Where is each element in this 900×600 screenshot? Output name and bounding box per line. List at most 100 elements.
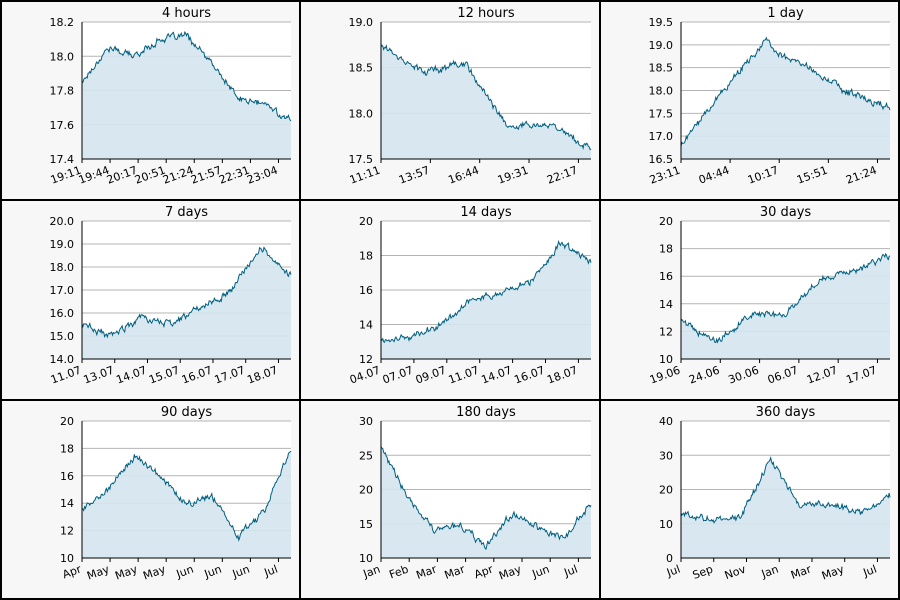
series-line [380,446,592,551]
y-tick-label: 20.0 [50,215,75,228]
series-area [381,45,591,159]
y-tick-label: 17.0 [649,130,674,143]
y-tick-label: 19.5 [649,16,674,29]
y-tick-label: 30 [359,415,373,428]
chart-14d: 14 days 12 14 16 18 20 04.0707.0709.0711.0714.… [348,205,592,387]
chart-title: 90 days [161,405,213,420]
x-tick-label: 15.07 [147,364,181,387]
x-tick-label: 19:31 [496,164,530,187]
y-tick-label: 18.5 [649,62,674,75]
x-tick-label: 13.07 [82,364,116,387]
x-tick-label: 09.07 [414,364,448,387]
x-tick-label: Apr [472,562,495,581]
chart-panel-7d: 7 days 14.0 15.0 16.0 17.0 18.0 19.0 20.0 11.07 1… [0,199,301,401]
y-tick-label: 19.0 [50,238,75,251]
y-tick-label: 0 [666,552,673,565]
x-tick-label: 30.06 [727,364,761,387]
x-tick-label: Mar [414,562,438,581]
y-tick-label: 19.0 [349,16,374,29]
y-tick-label: 19.0 [649,39,674,52]
x-tick-label: Jul [664,563,682,580]
y-tick-label: 16.5 [649,153,674,166]
y-tick-label: 18 [359,250,373,263]
y-tick-label: 10 [60,552,74,565]
y-tick-label: 18.2 [50,16,75,29]
chart-title: 1 day [767,6,804,21]
series-line [380,44,592,151]
x-tick-label: 04.07 [348,364,382,387]
y-tick-label: 17.8 [50,85,75,98]
y-tick-label: 20 [60,415,74,428]
x-tick-label: May [113,562,139,582]
x-tick-label: 18.07 [545,364,579,387]
x-tick-label: Apr [61,562,84,581]
x-tick-label: 06.07 [766,364,800,387]
x-tick-label: Jun [530,563,552,581]
series-line [680,456,891,524]
y-tick-label: 18 [60,442,74,455]
chart-title: 12 hours [457,6,514,21]
y-tick-label: 18 [659,243,673,256]
y-tick-label: 12 [60,525,74,538]
x-tick-label: 04:44 [697,164,731,187]
y-tick-label: 18.0 [50,261,75,274]
chart-panel-12h: 12 hours 17.5 18.0 18.5 19.0 11:11 13:57 16:44 1… [299,0,601,201]
x-tick-label: 14.07 [114,364,148,387]
series-area [82,247,291,359]
y-tick-label: 14 [359,319,373,332]
y-tick-label: 18.0 [349,107,374,120]
y-tick-label: 18.5 [349,62,374,75]
series-area [82,32,291,159]
y-tick-label: 30 [659,449,673,462]
chart-title: 360 days [756,405,816,420]
chart-title: 180 days [456,405,516,420]
chart-title: 14 days [460,205,512,220]
x-tick-label: 10:17 [746,164,780,187]
y-tick-label: 16 [659,270,673,283]
y-tick-label: 10 [659,353,673,366]
x-tick-label: May [85,562,111,582]
chart-1d: 1 day 16.5 17.0 17.5 18.0 18.5 19.0 19.5 23:11 04… [648,6,891,187]
x-tick-label: 07.07 [381,364,415,387]
series-line [680,252,891,344]
x-tick-label: Jun [174,563,196,581]
y-tick-label: 10 [659,518,673,531]
series-area [681,37,890,159]
y-tick-label: 17.4 [50,153,75,166]
series-line [380,239,592,344]
x-tick-label: Jun [230,563,252,581]
x-tick-label: 21:24 [844,164,878,187]
y-tick-label: 14 [60,497,74,510]
x-tick-label: 24.06 [687,364,721,387]
x-tick-label: 17.07 [213,364,247,387]
chart-12h: 12 hours 17.5 18.0 18.5 19.0 11:11 13:57 16:44 1… [348,6,592,187]
x-tick-label: Jul [861,563,879,580]
chart-7d: 7 days14.015.016.017.018.019.020.011.071… [49,205,292,387]
x-tick-label: Mar [443,562,467,581]
x-tick-label: 16.07 [512,364,546,387]
series-line [81,246,292,339]
y-tick-label: 25 [359,449,373,462]
chart-panel-4h: 4 hours 17.4 17.6 17.8 18.0 18.2 19:11 19:44 20:… [0,0,301,201]
y-tick-label: 18.0 [50,50,75,63]
series-area [381,446,591,558]
x-tick-label: May [497,562,523,582]
chart-panel-14d: 14 days 12 14 16 18 20 04.07 07.07 09.07 11.07 14.… [299,199,601,401]
x-tick-label: Feb [387,563,410,582]
x-tick-label: 16.07 [180,364,214,387]
x-tick-label: 12.07 [805,364,839,387]
y-tick-label: 10 [359,552,373,565]
chart-panel-90d: 90 days 10 12 14 16 18 20 Apr May May May Jun Jun Jun… [0,399,301,600]
x-tick-label: Jul [262,563,280,580]
x-tick-label: May [141,562,167,582]
chart-panel-30d: 30 days 10 12 14 16 18 20 19.06 24.06 30.06 06.07 1… [599,199,900,401]
chart-title: 4 hours [162,6,211,21]
y-tick-label: 20 [659,215,673,228]
chart-panel-360d: 360 days 0 10 20 30 40 Jul Sep Nov Jan Mar May Jul [599,399,900,600]
x-tick-label: Jan [361,563,382,581]
x-tick-label: Jun [202,563,224,581]
x-tick-label: 13:57 [397,164,431,187]
y-tick-label: 20 [659,484,673,497]
x-tick-label: 14.07 [480,364,514,387]
y-tick-label: 15 [359,518,373,531]
